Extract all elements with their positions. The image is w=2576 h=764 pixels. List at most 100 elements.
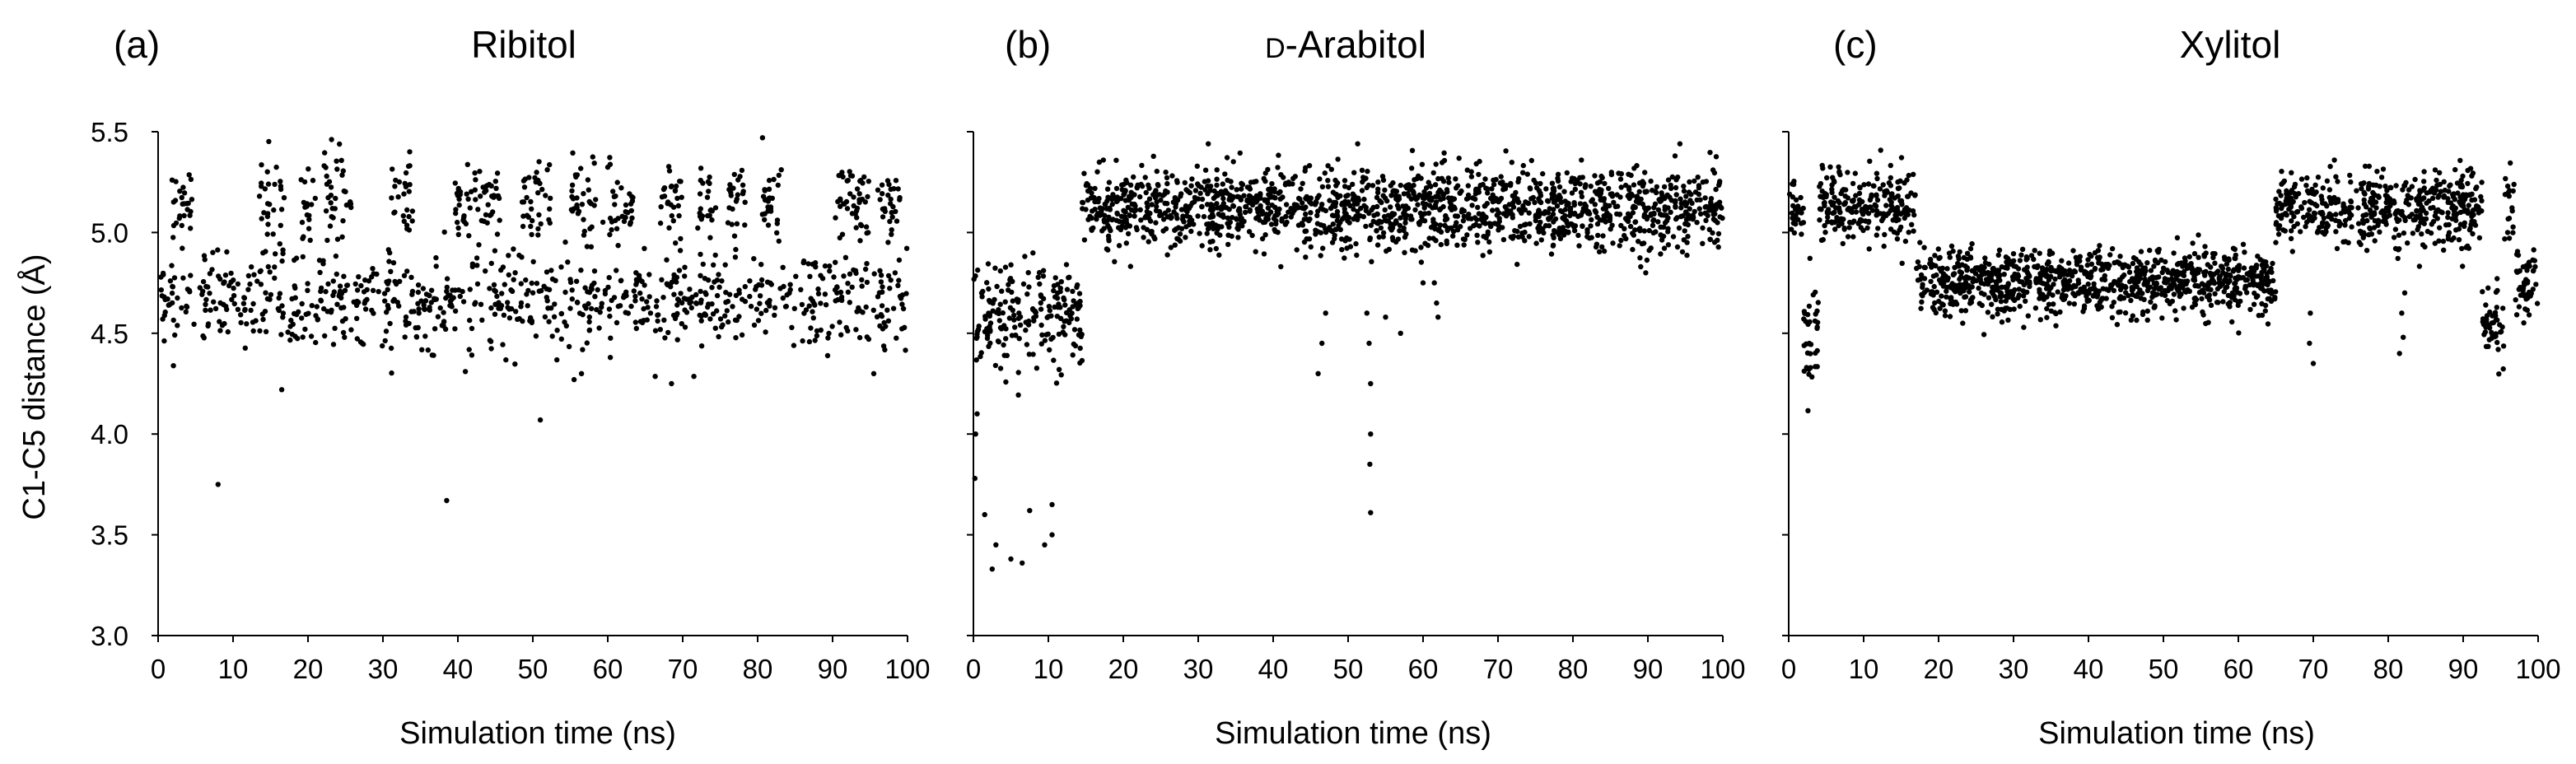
data-point (982, 511, 987, 518)
data-point (1969, 296, 1975, 301)
data-point (488, 346, 494, 352)
data-point (1201, 213, 1207, 220)
data-point (1341, 215, 1347, 221)
x-tick-label: 40 (1258, 654, 1289, 684)
data-point (1547, 215, 1554, 221)
data-point (2012, 271, 2018, 277)
data-point (415, 300, 421, 306)
data-point (2331, 157, 2337, 163)
data-point (1850, 198, 1856, 204)
data-point (1338, 236, 1345, 242)
data-point (1608, 226, 1613, 232)
data-point (1997, 294, 2003, 300)
data-point (1813, 311, 1818, 317)
data-point (2314, 203, 2320, 209)
data-point (273, 251, 278, 257)
data-point (1451, 196, 1458, 202)
data-point (2348, 179, 2354, 185)
data-point (1154, 168, 1160, 175)
data-point (1592, 173, 1598, 179)
data-point (2117, 254, 2123, 259)
data-point (2494, 276, 2500, 282)
data-point (2070, 291, 2076, 296)
data-point (986, 343, 992, 349)
x-tick-label: 90 (1633, 654, 1664, 684)
data-point (697, 191, 703, 197)
data-point (529, 280, 534, 286)
data-point (2284, 191, 2289, 197)
data-point (2445, 233, 2452, 239)
data-point (244, 321, 250, 327)
data-point (1003, 336, 1009, 342)
data-point (615, 243, 621, 249)
data-point (1430, 170, 1436, 176)
data-point (539, 186, 545, 193)
data-point (2405, 240, 2410, 246)
data-point (2349, 224, 2354, 230)
data-point (2205, 262, 2210, 268)
data-point (1367, 461, 1373, 468)
data-point (973, 357, 979, 363)
data-point (1241, 193, 1247, 198)
data-point (1571, 175, 1577, 182)
data-point (2169, 298, 2176, 305)
data-point (1630, 246, 1636, 253)
data-point (1860, 227, 1866, 234)
data-point (2415, 224, 2421, 230)
data-point (203, 307, 208, 313)
data-point (2060, 278, 2066, 285)
data-point (2406, 213, 2413, 220)
data-point (506, 272, 511, 278)
data-point (2436, 238, 2442, 244)
data-point (610, 189, 616, 194)
data-point (1425, 242, 1431, 249)
data-point (1006, 287, 1011, 293)
data-point (847, 169, 852, 175)
data-point (1684, 252, 1690, 259)
data-point (1008, 262, 1014, 268)
data-point (1853, 203, 1859, 210)
data-point (1286, 209, 1291, 215)
data-point (1426, 235, 1432, 241)
data-point (1863, 203, 1869, 210)
data-point (1678, 205, 1684, 211)
data-point (1636, 239, 1641, 245)
data-point (2233, 275, 2238, 282)
data-point (1477, 158, 1482, 165)
data-point (406, 227, 413, 233)
data-point (433, 254, 439, 261)
data-point (837, 235, 842, 241)
data-point (2388, 198, 2394, 204)
data-point (1657, 198, 1664, 204)
data-point (1146, 239, 1151, 245)
data-point (812, 302, 818, 308)
data-point (519, 254, 525, 260)
data-point (403, 170, 409, 176)
data-point (1627, 223, 1634, 230)
data-point (1713, 186, 1719, 193)
data-point (2101, 263, 2107, 270)
data-point (472, 301, 478, 307)
data-point (2420, 242, 2426, 248)
data-point (664, 257, 670, 263)
data-point (596, 325, 602, 331)
data-point (1350, 196, 1356, 203)
data-point (1024, 291, 1030, 297)
data-point (277, 291, 283, 296)
data-point (1207, 214, 1213, 220)
data-point (1011, 317, 1017, 323)
data-point (859, 196, 866, 203)
data-point (1930, 292, 1936, 298)
data-point (485, 202, 491, 207)
data-point (1888, 226, 1894, 232)
data-point (1673, 192, 1679, 198)
data-point (1199, 203, 1205, 210)
data-point (847, 271, 853, 277)
data-point (1806, 366, 1812, 372)
data-point (856, 308, 863, 314)
data-point (1178, 207, 1185, 212)
data-point (1578, 189, 1584, 195)
data-point (1206, 221, 1211, 227)
data-point (1061, 324, 1066, 329)
panel-c-label: (c) (1833, 23, 1878, 66)
